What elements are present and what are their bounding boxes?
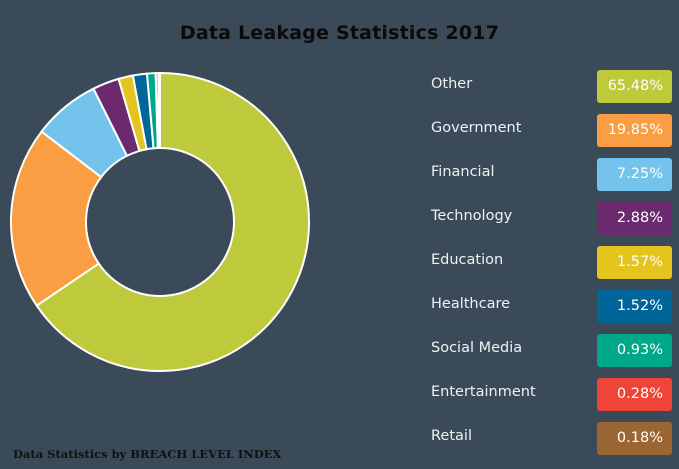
legend-item-other: Other 65.48% [431, 70, 672, 114]
legend-value-badge: 0.93% [597, 334, 672, 367]
legend-value-badge: 0.18% [597, 422, 672, 455]
legend-item-retail: Retail 0.18% [431, 422, 672, 466]
legend-value-badge: 0.28% [597, 378, 672, 411]
legend-value-badge: 7.25% [597, 158, 672, 191]
legend-label: Other [431, 76, 473, 92]
chart-title: Data Leakage Statistics 2017 [179, 22, 500, 44]
legend: Other 65.48% Government 19.85% Financial… [431, 70, 672, 466]
legend-label: Social Media [431, 340, 523, 356]
legend-label: Government [431, 120, 522, 136]
donut-slices [10, 71, 310, 372]
legend-value-badge: 65.48% [597, 70, 672, 103]
legend-value-badge: 1.57% [597, 246, 672, 279]
slice-government [10, 130, 103, 307]
legend-item-technology: Technology 2.88% [431, 202, 672, 246]
legend-label: Education [431, 252, 504, 268]
legend-label: Retail [431, 428, 472, 444]
legend-item-entertainment: Entertainment 0.28% [431, 378, 672, 422]
legend-label: Entertainment [431, 384, 536, 400]
legend-label: Technology [431, 208, 513, 224]
legend-item-government: Government 19.85% [431, 114, 672, 158]
source-note: Data Statistics by BREACH LEVEL INDEX [13, 447, 282, 461]
legend-item-social-media: Social Media 0.93% [431, 334, 672, 378]
legend-label: Financial [431, 164, 495, 180]
slice-other [35, 71, 310, 372]
legend-value-badge: 2.88% [597, 202, 672, 235]
legend-item-financial: Financial 7.25% [431, 158, 672, 202]
legend-label: Healthcare [431, 296, 511, 312]
legend-value-badge: 19.85% [597, 114, 672, 147]
legend-value-badge: 1.52% [597, 290, 672, 323]
slice-retail [157, 71, 161, 150]
legend-item-healthcare: Healthcare 1.52% [431, 290, 672, 334]
legend-item-education: Education 1.57% [431, 246, 672, 290]
